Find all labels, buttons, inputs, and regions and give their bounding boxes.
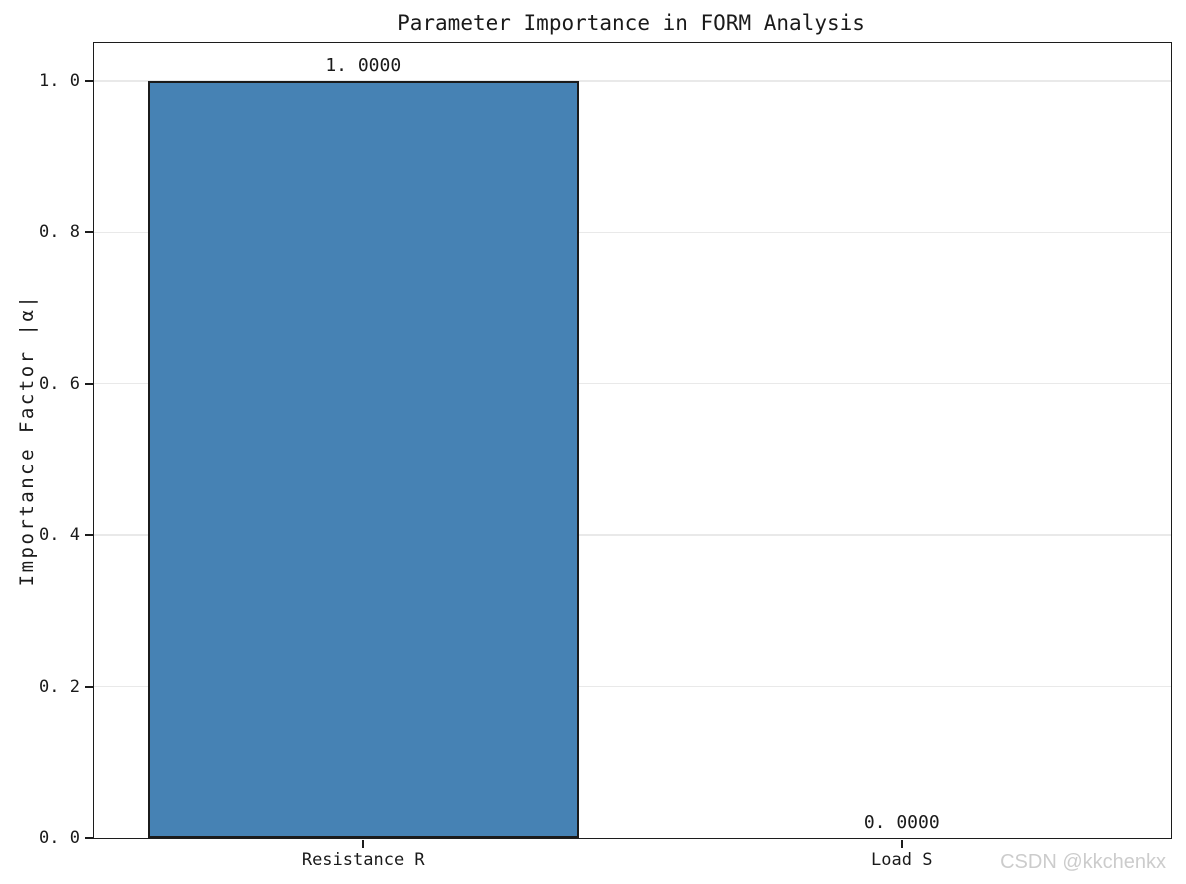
- bar-value-label: 0. 0000: [863, 812, 940, 833]
- y-tick-mark: [84, 231, 93, 234]
- y-tick-label: 1. 0: [39, 70, 80, 91]
- y-tick-label: 0. 8: [39, 222, 80, 243]
- y-tick-label: 0. 0: [39, 828, 80, 848]
- bar-resistance-r: [147, 80, 579, 838]
- watermark: CSDN @kkchenkx: [1000, 851, 1166, 873]
- y-gridline: [94, 534, 1171, 536]
- y-tick-label: 0. 2: [39, 676, 80, 697]
- x-tick-label: Load S: [871, 850, 933, 870]
- y-tick-mark: [84, 685, 93, 688]
- x-tick-label: Resistance R: [301, 850, 425, 870]
- y-tick-mark: [84, 837, 93, 839]
- y-tick-mark: [84, 382, 93, 385]
- y-tick-mark: [84, 534, 93, 537]
- y-gridline: [94, 80, 1171, 82]
- y-tick-label: 0. 4: [39, 525, 80, 546]
- y-gridline: [94, 231, 1171, 234]
- y-axis-label: Importance Factor |α|: [16, 293, 38, 587]
- plot-area: 0. 0 0. 2 0. 4 0. 6 0. 8 1. 0 1. 0000 Resistanc…: [39, 42, 1172, 870]
- x-tick-mark: [362, 839, 365, 848]
- y-gridline: [94, 685, 1171, 688]
- chart-title: Parameter Importance in FORM Analysis: [397, 11, 865, 35]
- bar-value-label: 1. 0000: [325, 54, 402, 76]
- y-gridline: [94, 382, 1171, 385]
- y-tick-label: 0. 6: [39, 373, 80, 394]
- x-tick-mark: [900, 839, 903, 848]
- y-tick-mark: [84, 79, 93, 82]
